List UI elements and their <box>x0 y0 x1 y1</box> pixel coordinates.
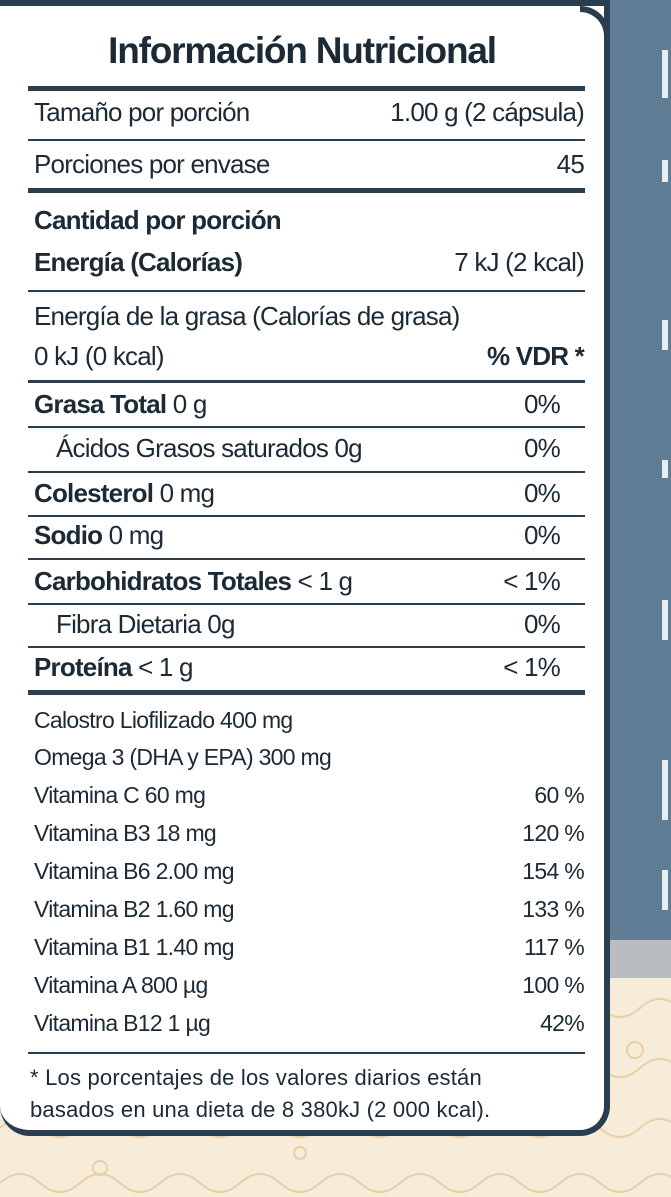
nutrient-row-fiber: Fibra Dietaria 0g 0% <box>34 604 584 644</box>
extra-label: Vitamina A 800 µg <box>34 971 208 998</box>
nutrient-name: Colesterol <box>34 477 154 508</box>
serving-size-row: Tamaño por porción 1.00 g (2 cápsula) <box>34 92 585 132</box>
extra-row: Vitamina B12 1 µg 42% <box>34 1006 585 1040</box>
energy-label: Energía (Calorías) <box>34 246 243 277</box>
extra-row: Omega 3 (DHA y EPA) 300 mg <box>34 740 584 774</box>
nutrient-name: Sodio <box>34 519 103 550</box>
extra-row: Vitamina B3 18 mg 120 % <box>34 816 585 850</box>
extra-dv: 133 % <box>522 895 584 922</box>
nutrient-row-sodium: Sodio 0 mg 0% <box>34 515 584 555</box>
extra-row: Vitamina B1 1.40 mg 117 % <box>34 930 585 964</box>
nutrient-row-cholesterol: Colesterol 0 mg 0% <box>34 473 584 513</box>
nutrient-row-saturated-fat: Ácidos Grasos saturados 0g 0% <box>34 428 584 468</box>
extra-row: Calostro Liofilizado 400 mg <box>34 703 584 737</box>
nutrition-facts-panel: Información Nutricional Tamaño por porci… <box>0 0 610 1136</box>
nutrient-amount: 0 mg <box>159 477 215 508</box>
nutrient-dv: 0% <box>524 477 561 508</box>
edge-marks <box>660 40 671 920</box>
divider <box>28 558 585 560</box>
divider <box>28 139 585 141</box>
extra-label: Vitamina B12 1 µg <box>34 1009 211 1036</box>
divider <box>28 1052 585 1054</box>
servings-value: 45 <box>556 148 585 179</box>
extra-dv: 120 % <box>522 819 584 846</box>
divider <box>28 471 585 473</box>
extra-label: Vitamina B3 18 mg <box>34 819 217 846</box>
divider <box>28 603 585 605</box>
energy-value: 7 kJ (2 kcal) <box>454 246 585 277</box>
extra-row: Vitamina B2 1.60 mg 133 % <box>34 892 585 926</box>
nutrient-amount: 0 g <box>172 388 208 419</box>
amount-per-serving-heading: Cantidad por porción <box>34 204 282 235</box>
extra-dv: 154 % <box>522 857 584 884</box>
nutrient-amount: 0g <box>334 432 363 463</box>
nutrient-dv: 0% <box>524 608 561 639</box>
energy-row: Energía (Calorías) 7 kJ (2 kcal) <box>34 242 585 282</box>
extra-dv: 117 % <box>523 933 585 960</box>
nutrient-row-protein: Proteína < 1 g < 1% <box>34 647 584 687</box>
serving-size-value: 1.00 g (2 cápsula) <box>390 96 585 127</box>
nutrient-amount: < 1 g <box>297 565 353 596</box>
nutrient-amount: 0g <box>207 608 235 639</box>
divider <box>28 646 585 648</box>
nutrient-row-carbohydrates: Carbohidratos Totales < 1 g < 1% <box>34 561 584 601</box>
divider <box>28 86 585 91</box>
nutrient-dv: < 1% <box>503 565 561 596</box>
fat-energy-label: Energía de la grasa (Calorías de grasa) <box>34 300 460 331</box>
nutrient-name: Carbohidratos Totales <box>34 565 292 596</box>
extra-label: Vitamina B2 1.60 mg <box>34 895 234 922</box>
serving-size-label: Tamaño por porción <box>34 96 250 127</box>
fat-energy-value-row: 0 kJ (0 kcal) % VDR * <box>34 336 585 376</box>
divider <box>28 188 585 193</box>
divider <box>28 426 585 428</box>
extra-label: Vitamina B1 1.40 mg <box>34 933 234 960</box>
extra-dv: 100 % <box>522 971 584 998</box>
divider <box>28 290 585 292</box>
nutrient-dv: < 1% <box>503 651 561 682</box>
footnote: * Los porcentajes de los valores diarios… <box>30 1062 590 1126</box>
extra-row: Vitamina B6 2.00 mg 154 % <box>34 854 585 888</box>
extra-label: Calostro Liofilizado 400 mg <box>34 706 293 733</box>
extra-label: Vitamina B6 2.00 mg <box>34 857 234 884</box>
nutrient-row-total-fat: Grasa Total 0 g 0% <box>34 384 584 424</box>
nutrient-amount: 0 mg <box>108 519 164 550</box>
extra-dv: 42% <box>540 1009 585 1036</box>
divider <box>28 515 585 517</box>
fat-energy-row: Energía de la grasa (Calorías de grasa) <box>34 296 584 336</box>
nutrient-dv: 0% <box>524 432 561 463</box>
nutrient-dv: 0% <box>524 388 561 419</box>
vdr-header: % VDR * <box>487 340 585 371</box>
nutrient-name: Fibra Dietaria <box>56 608 202 639</box>
footnote-line: * Los porcentajes de los valores diarios… <box>30 1065 482 1090</box>
nutrient-name: Proteína <box>34 651 132 682</box>
amount-per-serving-row: Cantidad por porción <box>34 200 584 240</box>
nutrient-dv: 0% <box>524 519 561 550</box>
extra-label: Omega 3 (DHA y EPA) 300 mg <box>34 743 332 770</box>
extra-row: Vitamina C 60 mg 60 % <box>34 778 585 812</box>
extra-row: Vitamina A 800 µg 100 % <box>34 968 585 1002</box>
nutrient-name: Grasa Total <box>34 388 167 419</box>
divider <box>28 690 585 695</box>
extra-label: Vitamina C 60 mg <box>34 781 206 808</box>
fat-energy-value: 0 kJ (0 kcal) <box>34 340 165 371</box>
servings-per-container-row: Porciones por envase 45 <box>34 144 585 184</box>
servings-label: Porciones por envase <box>34 148 270 179</box>
divider <box>28 380 585 383</box>
panel-title: Información Nutricional <box>108 30 497 71</box>
nutrient-amount: < 1 g <box>138 651 193 682</box>
footnote-line: basados en una dieta de 8 380kJ (2 000 k… <box>30 1097 491 1122</box>
nutrient-name: Ácidos Grasos saturados <box>56 432 329 463</box>
extra-dv: 60 % <box>534 781 584 808</box>
